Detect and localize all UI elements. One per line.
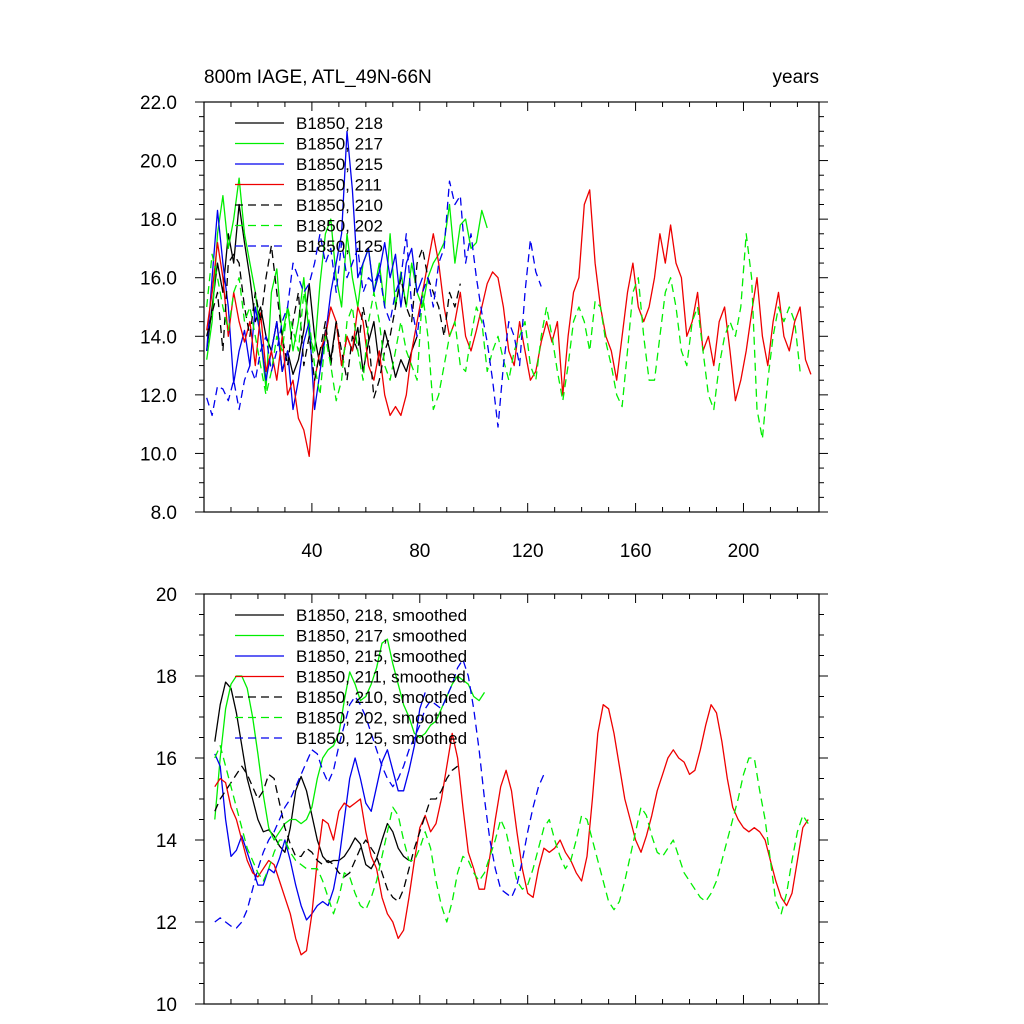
legend-label: B1850, 218, smoothed [296, 606, 467, 625]
x-tick-label: 120 [512, 541, 544, 562]
legend-label: B1850, 215 [296, 155, 383, 174]
series-line [214, 658, 545, 929]
y-tick-label: 20.0 [140, 152, 177, 173]
top-panel: 800m IAGE, ATL_49N-66N years 40 80 120 160 2… [140, 67, 828, 562]
y-tick-label: 10 [156, 995, 177, 1016]
legend-label: B1850, 211 [296, 176, 382, 195]
legend-label: B1850, 215, smoothed [296, 647, 467, 666]
legend-label: B1850, 202 [296, 217, 383, 236]
x-tick-label: 200 [728, 541, 760, 562]
legend-label: B1850, 210, smoothed [296, 688, 467, 707]
series-line [214, 638, 486, 841]
y-tick-label: 12.0 [140, 386, 177, 407]
legend-label: B1850, 217, smoothed [296, 627, 467, 646]
y-tick-label: 8.0 [151, 503, 177, 524]
series-line [206, 233, 801, 440]
y-tick-label: 18.0 [140, 210, 177, 231]
y-tick-label: 16.0 [140, 269, 177, 290]
x-tick-label: 40 [301, 541, 322, 562]
series-line [206, 180, 542, 428]
x-tick-label: 80 [409, 541, 430, 562]
y-tick-label: 16 [156, 749, 177, 770]
y-tick-label: 22.0 [140, 93, 177, 114]
legend-label: B1850, 202, smoothed [296, 709, 467, 728]
top-panel-units: years [773, 67, 819, 88]
series-line [206, 244, 461, 399]
y-tick-label: 14 [156, 831, 178, 852]
legend-label: B1850, 218 [296, 114, 383, 133]
legend-label: B1850, 125 [296, 237, 383, 256]
bottom-panel: 10 12 14 16 18 20 B1850, 218, smoothed B1850, 2… [156, 585, 828, 1016]
y-tick-label: 14.0 [140, 327, 177, 348]
series-line [214, 765, 458, 903]
y-tick-label: 12 [156, 913, 177, 934]
series-line [206, 189, 812, 458]
series-line [214, 704, 809, 956]
legend-label: B1850, 217 [296, 135, 383, 154]
top-panel-title: 800m IAGE, ATL_49N-66N [204, 67, 432, 88]
series-line [214, 745, 809, 923]
legend-label: B1850, 211, smoothed [296, 668, 466, 687]
legend-label: B1850, 210 [296, 196, 383, 215]
series-line [214, 692, 426, 921]
y-tick-label: 10.0 [140, 444, 177, 465]
x-tick-label: 160 [620, 541, 652, 562]
y-tick-label: 18 [156, 667, 177, 688]
series-line [206, 177, 488, 390]
legend-label: B1850, 125, smoothed [296, 729, 467, 748]
y-tick-label: 20 [156, 585, 177, 606]
